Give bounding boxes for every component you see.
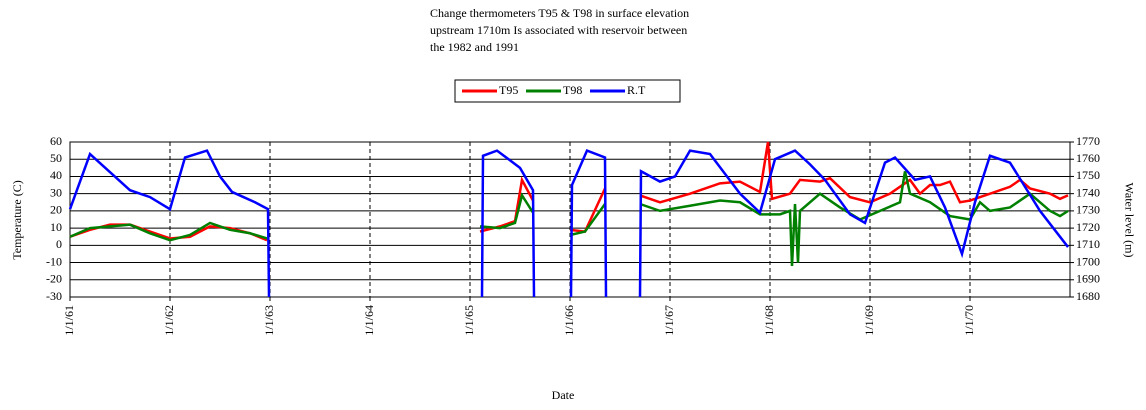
x-tick-label: 1/1/66 [562, 305, 576, 336]
y2-axis-label: Water level (m) [1122, 183, 1136, 258]
y2-tick-label: 1710 [1076, 237, 1100, 251]
y-tick-label: -20 [46, 272, 62, 286]
y-tick-label: 20 [50, 203, 62, 217]
x-tick-label: 1/1/70 [962, 305, 976, 336]
y2-tick-label: 1690 [1076, 272, 1100, 286]
y-tick-label: 40 [50, 168, 62, 182]
y2-tick-label: 1700 [1076, 254, 1100, 268]
y-tick-label: 50 [50, 151, 62, 165]
legend-box [454, 79, 681, 103]
x-tick-label: 1/1/67 [662, 305, 676, 336]
plot-frame [69, 141, 1071, 298]
legend-label: R.T [627, 83, 646, 97]
x-tick-label: 1/1/63 [262, 305, 276, 336]
series-line [69, 171, 1069, 267]
y-tick-label: -10 [46, 254, 62, 268]
y-tick-label: 60 [50, 134, 62, 148]
y2-tick-label: 1770 [1076, 134, 1100, 148]
chart-title: upstream 1710m Is associated with reserv… [430, 23, 687, 37]
x-tick-label: 1/1/64 [362, 305, 376, 336]
x-tick-label: 1/1/68 [762, 305, 776, 336]
y2-tick-label: 1760 [1076, 151, 1100, 165]
y2-tick-label: 1740 [1076, 185, 1100, 199]
x-tick-label: 1/1/62 [162, 305, 176, 336]
y-axis-label: Temperature (C) [10, 180, 24, 259]
chart-title: Change thermometers T95 & T98 in surface… [430, 6, 689, 20]
y-tick-label: 10 [50, 220, 62, 234]
y2-tick-label: 1730 [1076, 203, 1100, 217]
x-tick-label: 1/1/69 [862, 305, 876, 336]
x-tick-label: 1/1/65 [462, 305, 476, 336]
y2-tick-label: 1720 [1076, 220, 1100, 234]
y-tick-label: 0 [56, 237, 62, 251]
y2-tick-label: 1680 [1076, 289, 1100, 303]
series-line [68, 149, 1069, 298]
y-tick-label: -30 [46, 289, 62, 303]
y-tick-label: 30 [50, 185, 62, 199]
chart-title: the 1982 and 1991 [430, 40, 519, 54]
y2-tick-label: 1750 [1076, 168, 1100, 182]
x-axis-label: Date [552, 388, 575, 402]
x-tick-label: 1/1/61 [62, 305, 76, 336]
legend-label: T98 [563, 83, 582, 97]
legend-label: T95 [499, 83, 518, 97]
